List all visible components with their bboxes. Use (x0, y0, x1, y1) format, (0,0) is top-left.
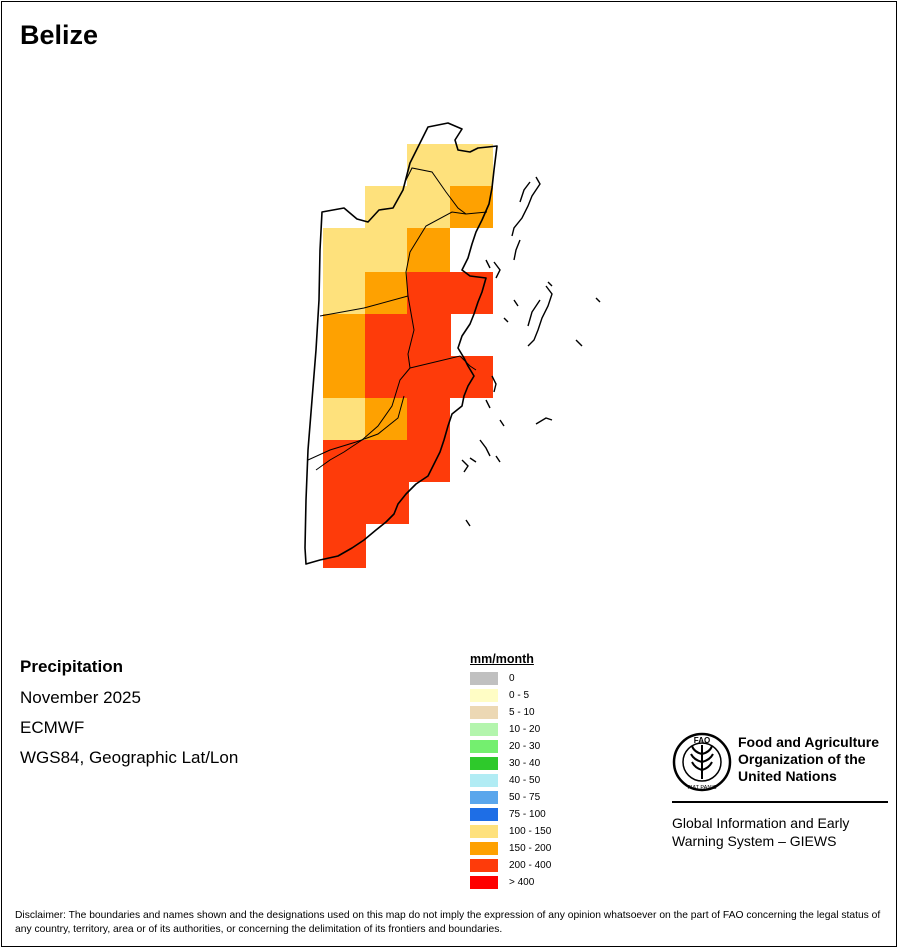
variable-label: Precipitation (20, 657, 123, 676)
grid-cell (323, 482, 409, 524)
legend-label: 75 - 100 (509, 809, 546, 820)
legend-item: 75 - 100 (470, 806, 551, 823)
model-label: ECMWF (20, 718, 85, 737)
cays-and-islands (461, 176, 601, 527)
legend-label: 100 - 150 (509, 826, 552, 837)
legend-item: 50 - 75 (470, 789, 551, 806)
fao-name-line: United Nations (738, 768, 837, 784)
grid-cell (450, 186, 493, 228)
legend-swatch (470, 876, 498, 889)
legend-item: 0 - 5 (470, 687, 551, 704)
legend-item: 10 - 20 (470, 721, 551, 738)
legend-item: 0 (470, 670, 551, 687)
legend-swatch (470, 842, 498, 855)
grid-cell (365, 398, 408, 440)
legend-item: 20 - 30 (470, 738, 551, 755)
grid-cell (365, 314, 451, 356)
legend: mm/month 0 0 - 5 5 - 10 10 - 20 20 - 30 … (470, 652, 551, 891)
grid-cell (323, 524, 366, 568)
fao-logo: FAO FIAT PANIS (672, 732, 732, 792)
legend-item: > 400 (470, 874, 551, 891)
legend-label: 5 - 10 (509, 707, 535, 718)
legend-swatch (470, 723, 498, 736)
grid-cell (407, 144, 493, 186)
legend-swatch (470, 859, 498, 872)
disclaimer: Disclaimer: The boundaries and names sho… (15, 910, 881, 935)
precipitation-map (304, 122, 601, 568)
grid-cell (407, 272, 493, 314)
giews-line: Warning System – GIEWS (672, 833, 837, 849)
legend-label: 200 - 400 (509, 860, 552, 871)
fao-divider (672, 801, 888, 803)
legend-item: 5 - 10 (470, 704, 551, 721)
legend-item: 100 - 150 (470, 823, 551, 840)
fao-branding: FAO FIAT PANIS Food and Agriculture Orga… (672, 732, 888, 849)
fao-name-line: Organization of the (738, 751, 866, 767)
legend-swatch (470, 757, 498, 770)
legend-swatch (470, 808, 498, 821)
legend-label: 40 - 50 (509, 775, 541, 786)
grid-cell (407, 398, 450, 440)
grid-cell (407, 228, 450, 272)
legend-label: 50 - 75 (509, 792, 541, 803)
grid-cell (365, 186, 451, 228)
legend-rows: 0 0 - 5 5 - 10 10 - 20 20 - 30 30 - 40 4… (470, 670, 551, 891)
projection-label: WGS84, Geographic Lat/Lon (20, 748, 239, 767)
giews-name: Global Information and Early Warning Sys… (672, 814, 849, 850)
grid-cell (323, 398, 367, 440)
legend-swatch (470, 689, 498, 702)
grid-cell (365, 272, 408, 314)
precip-grid (323, 144, 493, 568)
legend-swatch (470, 791, 498, 804)
legend-label: 0 - 5 (509, 690, 530, 701)
fao-org-name: Food and Agriculture Organization of the… (738, 734, 879, 785)
legend-unit: mm/month (470, 652, 534, 666)
district-boundaries (307, 162, 488, 471)
legend-item: 200 - 400 (470, 857, 551, 874)
legend-item: 150 - 200 (470, 840, 551, 857)
legend-label: 20 - 30 (509, 741, 541, 752)
legend-label: > 400 (509, 877, 535, 888)
country-boundary (304, 122, 498, 565)
svg-text:FAO: FAO (694, 736, 710, 745)
legend-item: 40 - 50 (470, 772, 551, 789)
legend-swatch (470, 774, 498, 787)
svg-text:FIAT PANIS: FIAT PANIS (687, 785, 716, 791)
legend-swatch (470, 825, 498, 838)
legend-label: 30 - 40 (509, 758, 541, 769)
legend-swatch (470, 672, 498, 685)
grid-cell (323, 314, 366, 398)
legend-swatch (470, 740, 498, 753)
legend-label: 10 - 20 (509, 724, 541, 735)
legend-label: 150 - 200 (509, 843, 552, 854)
legend-swatch (470, 706, 498, 719)
legend-label: 0 (509, 673, 515, 684)
map-title: Belize (20, 20, 99, 50)
fao-name-line: Food and Agriculture (738, 734, 880, 750)
legend-item: 30 - 40 (470, 755, 551, 772)
period-label: November 2025 (20, 688, 141, 707)
giews-line: Global Information and Early (672, 815, 850, 831)
